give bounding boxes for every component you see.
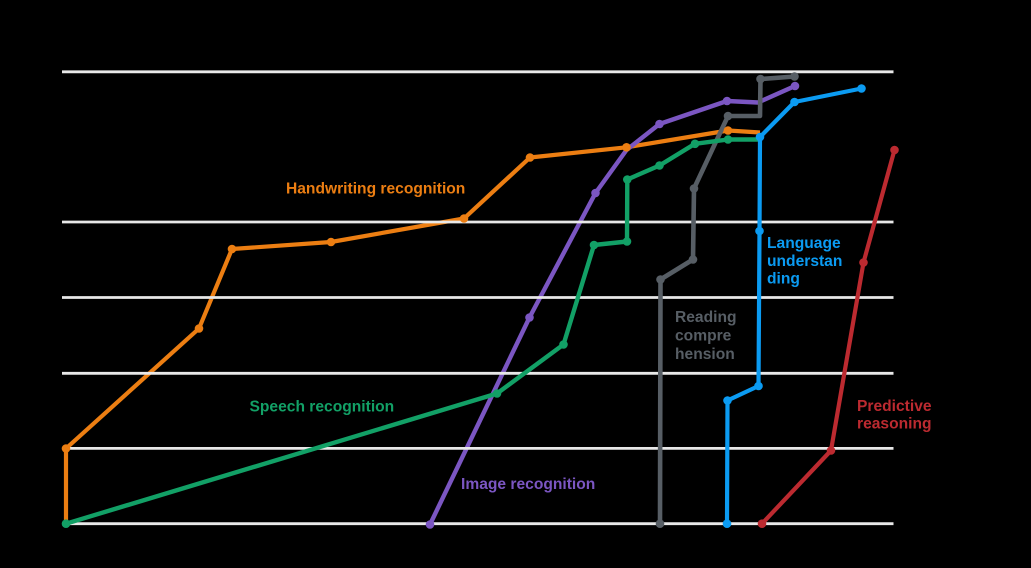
svg-text:understan: understan — [767, 253, 842, 270]
svg-text:Reading: Reading — [675, 309, 737, 326]
svg-text:compre: compre — [675, 328, 732, 345]
svg-text:Image recognition: Image recognition — [461, 476, 595, 493]
svg-text:Language: Language — [767, 235, 841, 252]
svg-text:reasoning: reasoning — [857, 416, 932, 433]
svg-text:Predictive: Predictive — [857, 398, 932, 415]
svg-text:Handwriting recognition: Handwriting recognition — [286, 181, 465, 198]
svg-text:Speech recognition: Speech recognition — [250, 399, 395, 416]
svg-text:ding: ding — [767, 271, 800, 288]
svg-text:hension: hension — [675, 346, 735, 363]
